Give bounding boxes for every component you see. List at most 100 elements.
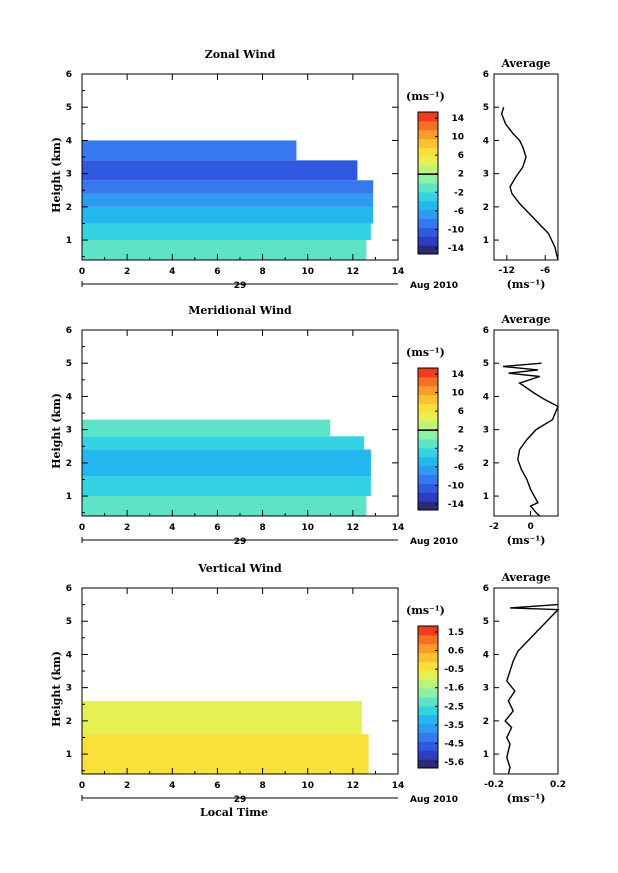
heatmap-band [82,206,374,224]
average-axes-frame [493,329,559,517]
colorbar-swatch [418,501,438,511]
heatmap-band [82,223,371,241]
colorbar-swatch [418,652,438,662]
heatmap-band [82,476,371,497]
colorbar-swatch [418,626,438,636]
avg-y-tick-label: 4 [483,650,489,660]
y-tick-label: 3 [66,684,72,694]
avg-x-axis-label: (ms⁻¹) [507,534,546,547]
avg-x-tick-label: -0.2 [484,780,504,790]
colorbar-swatch [418,421,438,431]
x-tick-label: 12 [347,781,360,791]
average-title: Average [500,313,550,326]
colorbar-tick-label: 2 [458,426,464,436]
avg-x-axis-label: (ms⁻¹) [507,792,546,805]
colorbar-swatch [418,456,438,467]
colorbar-frame [417,625,439,769]
colorbar-swatch [418,759,438,769]
colorbar-swatch [418,112,438,122]
avg-y-tick-label: 6 [483,584,489,594]
heatmap-band [82,180,374,194]
avg-y-tick-label: 3 [483,426,489,436]
colorbar-swatch [418,385,438,396]
colorbar-tick-label: 14 [451,370,464,380]
heatmap-band [82,160,358,181]
heatmap-band [82,436,365,450]
avg-x-axis-label: (ms⁻¹) [507,278,546,291]
colorbar-tick-label: 10 [451,389,464,399]
colorbar-swatch [418,688,438,698]
x-tick-label: 8 [259,781,265,791]
y-tick-label: 4 [66,650,72,660]
colorbar-tick-label: -2 [454,188,464,198]
colorbar-swatch [418,138,438,148]
avg-y-tick-label: 5 [483,103,489,113]
colorbar-swatch [418,634,438,645]
colorbar-swatch [418,430,438,440]
avg-x-tick-label: 0.2 [550,780,566,790]
y-tick-label: 3 [66,426,72,436]
colorbar-tick-label: -14 [448,500,464,510]
x-tick-label: 10 [301,781,314,791]
y-tick-label: 1 [66,492,72,502]
x-tick-label: 4 [169,523,175,533]
colorbar-swatch [418,483,438,493]
colorbar-swatch [418,732,438,742]
colorbar-swatch [418,439,438,449]
x-tick-label: 2 [124,781,130,791]
avg-y-tick-label: 4 [483,392,489,402]
x-tick-label: 0 [79,267,85,277]
heatmap-band [82,449,371,477]
avg-y-tick-label: 6 [483,70,489,80]
avg-y-tick-label: 6 [483,326,489,336]
date-label: 29 [234,537,247,547]
x-tick-label: 14 [392,523,405,533]
x-tick-label: 12 [347,523,360,533]
colorbar-swatch [418,741,438,751]
colorbar-tick-label: -10 [448,481,464,491]
x-tick-label: 0 [79,781,85,791]
colorbar-swatch [418,492,438,502]
colorbar-swatch [418,661,438,671]
colorbar-swatch [418,705,438,716]
avg-y-tick-label: 5 [483,359,489,369]
y-tick-label: 1 [66,236,72,246]
colorbar-unit-label: (ms⁻¹) [406,346,445,359]
y-tick-label: 2 [66,717,72,727]
colorbar-swatch [418,412,438,422]
avg-y-tick-label: 3 [483,170,489,180]
date-label: 29 [234,795,247,805]
colorbar-swatch [418,174,438,184]
colorbar-tick-label: 0.6 [448,647,464,657]
colorbar-swatch [418,200,438,211]
x-tick-label: 4 [169,267,175,277]
month-label: Aug 2010 [410,281,458,291]
y-tick-label: 5 [66,103,72,113]
colorbar-swatch [418,120,438,131]
avg-y-tick-label: 5 [483,617,489,627]
colorbar-tick-label: -2 [454,444,464,454]
avg-y-tick-label: 2 [483,459,489,469]
y-tick-label: 6 [66,70,72,80]
heatmap-band [82,140,297,161]
x-tick-label: 6 [214,267,220,277]
colorbar-swatch [418,714,438,725]
y-tick-label: 1 [66,750,72,760]
colorbar-swatch [418,227,438,237]
colorbar-tick-label: -3.5 [444,721,464,731]
colorbar-frame [417,111,439,255]
colorbar-swatch [418,236,438,246]
y-tick-label: 5 [66,359,72,369]
colorbar-tick-label: -6 [454,207,464,217]
average-profile-line [504,603,560,775]
colorbar-swatch [418,183,438,193]
colorbar-tick-label: -4.5 [444,739,464,749]
colorbar-swatch [418,147,438,157]
colorbar-tick-label: -6 [454,463,464,473]
average-profile-line [503,362,559,517]
y-axis-label: Height (km) [50,393,63,469]
y-axis-label: Height (km) [50,137,63,213]
colorbar-swatch [418,156,438,166]
